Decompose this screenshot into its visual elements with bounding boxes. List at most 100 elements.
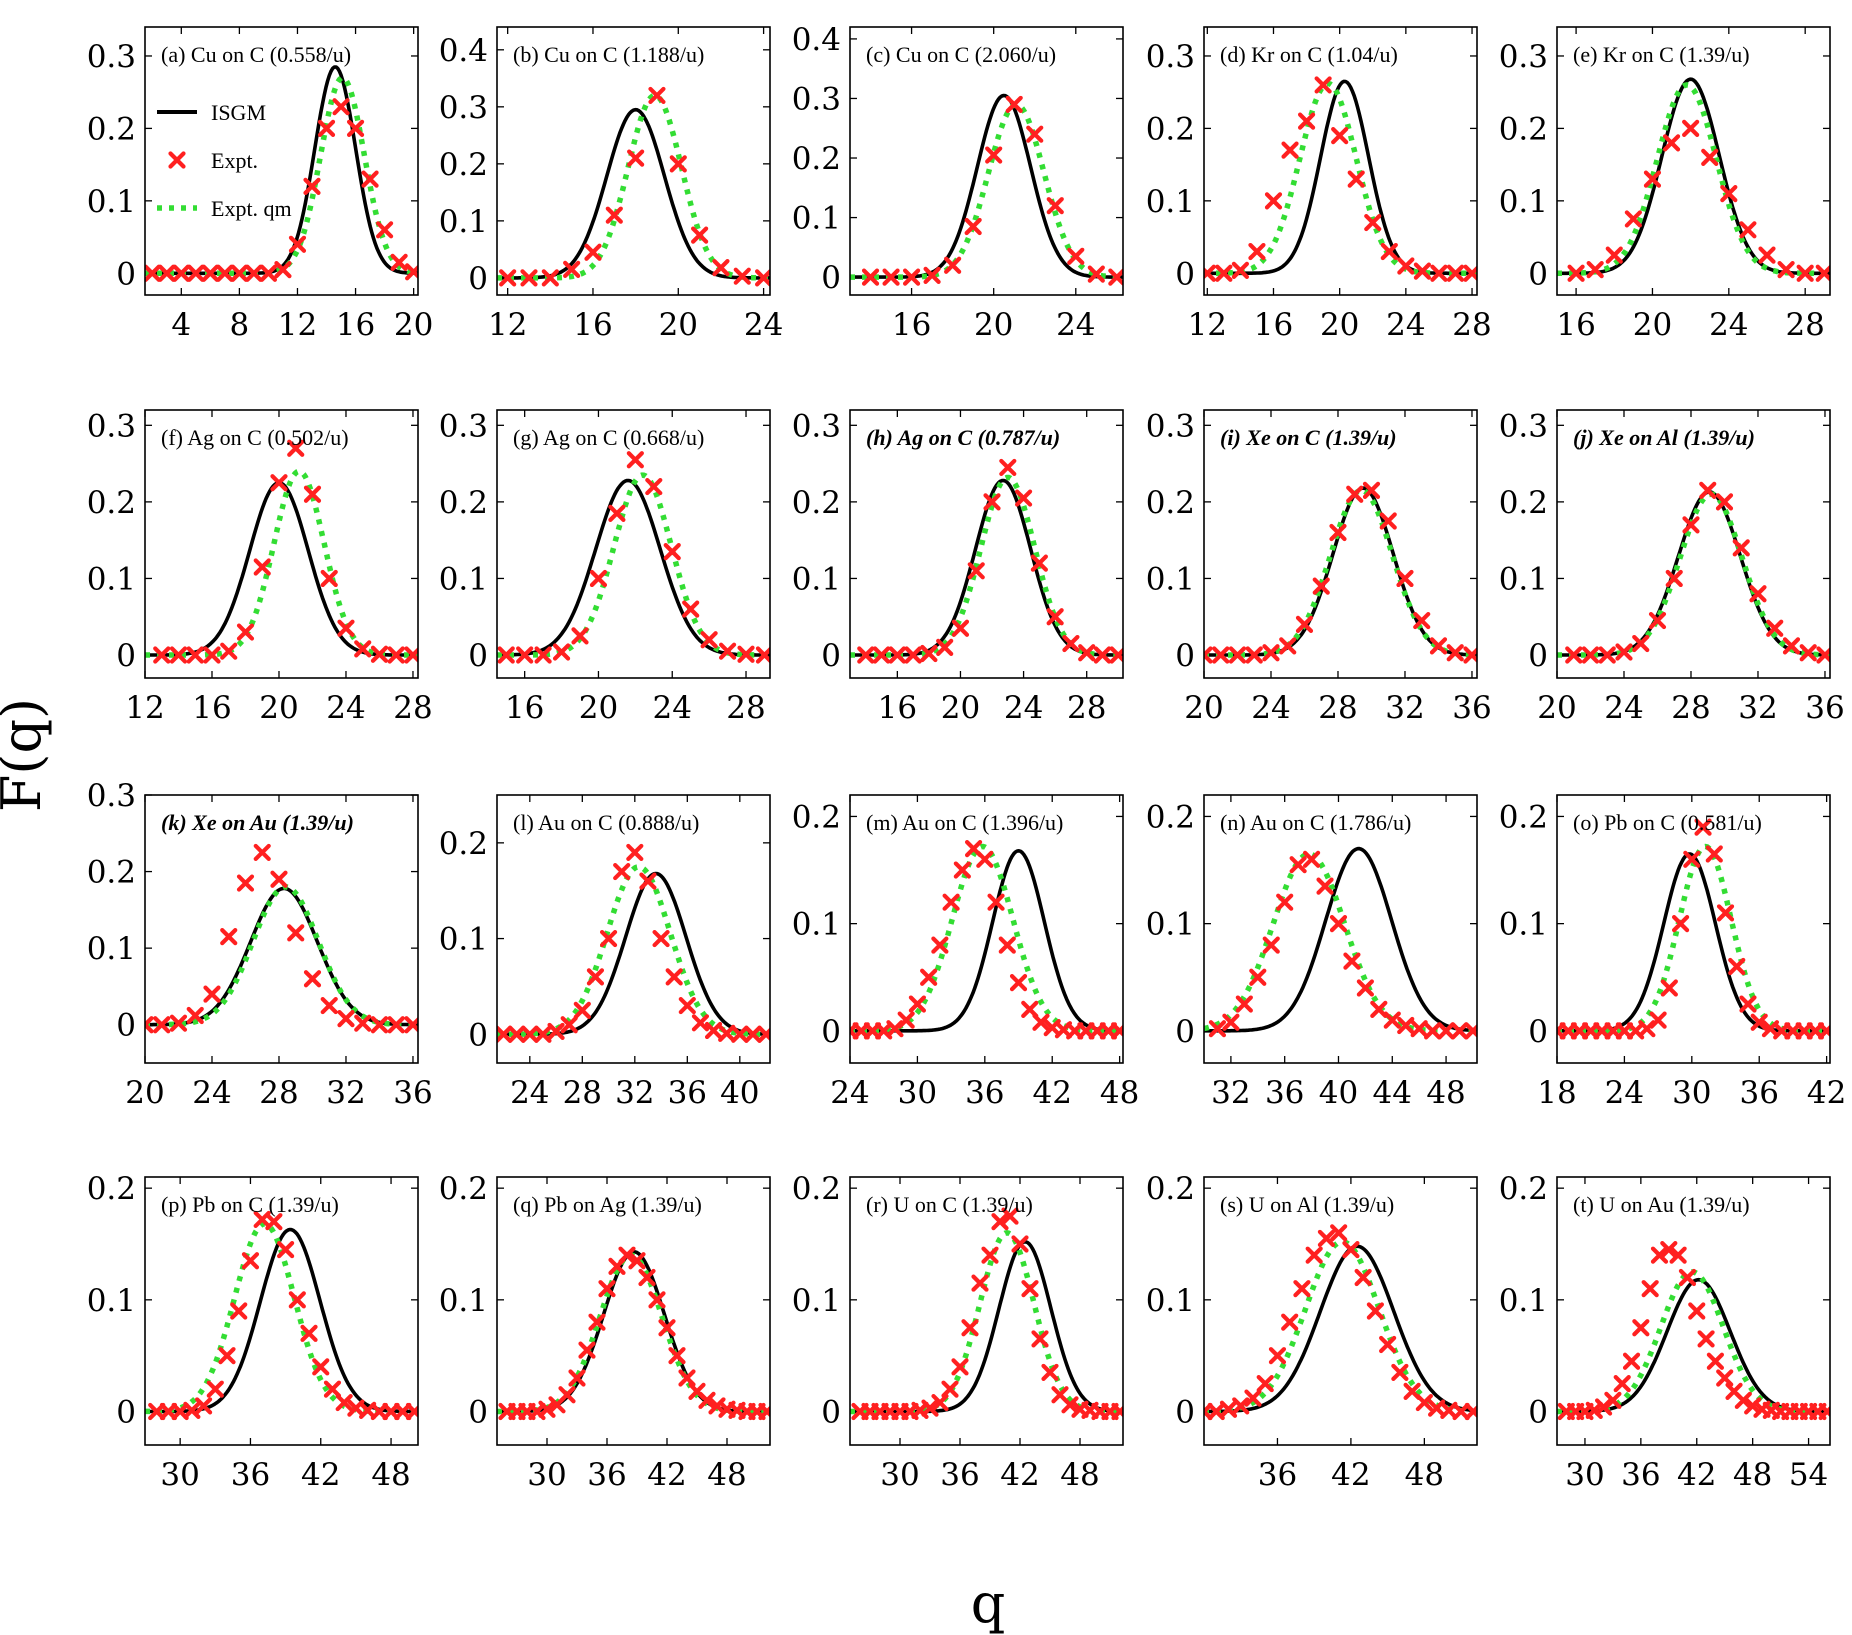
expt-point (983, 493, 1001, 511)
panel-title: (c) Cu on C (2.060/u) (866, 42, 1056, 67)
panel-frame (496, 1176, 771, 1446)
plot-area (1557, 481, 1830, 664)
expt-point (1329, 523, 1347, 542)
x-tick-label: 24 (192, 1075, 231, 1111)
expt-point (236, 623, 255, 641)
expt-point (1648, 611, 1667, 630)
expt-point (1397, 1016, 1415, 1035)
expt-point (1297, 112, 1316, 130)
panel-frame (496, 26, 771, 296)
legend: ISGM Expt. Expt. qm (157, 100, 292, 221)
expt-point (861, 268, 880, 286)
expt-point (1650, 1246, 1669, 1264)
expt-qm-curve (497, 864, 770, 1038)
expt-point (1622, 1352, 1641, 1370)
isgm-curve (850, 849, 1123, 1033)
expt-point (1815, 264, 1830, 282)
expt-point (1397, 257, 1415, 275)
expt-point (961, 1319, 979, 1337)
panel-frame (144, 26, 419, 296)
expt-point (1429, 637, 1448, 655)
expt-point (1413, 611, 1431, 630)
panel-s: 36 42 48 0 0.1 0.2 (s) U on Al (1.39/u) (1146, 1171, 1478, 1493)
x-tick-label: 30 (898, 1075, 937, 1111)
expt-point (1232, 1397, 1250, 1415)
y-tick-label: 0 (821, 260, 841, 296)
expt-point (1604, 1391, 1622, 1409)
y-tick-label: 0 (1175, 638, 1195, 674)
plot-area (850, 458, 1123, 664)
expt-point (1354, 1268, 1372, 1287)
y-tick-label: 0.1 (1499, 1283, 1548, 1319)
legend-expt-swatch (168, 151, 186, 169)
legend-entry: ISGM (211, 100, 266, 125)
panel-frame (1203, 409, 1478, 679)
y-tick-label: 0 (1175, 1395, 1195, 1431)
expt-point (520, 269, 538, 287)
expt-point (1697, 1330, 1715, 1348)
y-tick-label: 0.4 (439, 33, 488, 69)
expt-point (588, 1313, 606, 1331)
expt-point (1228, 646, 1247, 664)
x-tick-label: 16 (892, 307, 931, 343)
x-tick-label: 36 (1621, 1457, 1660, 1493)
y-tick-label: 0.1 (1146, 561, 1195, 597)
x-tick-label: 20 (1184, 690, 1223, 726)
expt-point (1716, 904, 1735, 922)
y-tick-label: 0.2 (87, 111, 136, 147)
x-tick-label: 42 (1677, 1457, 1716, 1493)
expt-point (668, 1347, 686, 1365)
expt-point (558, 1386, 576, 1404)
expt-point (1413, 262, 1431, 280)
plot-area (1204, 846, 1477, 1040)
plot-area (1204, 1224, 1477, 1421)
expt-point (382, 1402, 400, 1421)
plot-area (850, 1207, 1123, 1421)
x-tick-label: 30 (527, 1457, 566, 1493)
x-tick-label: 36 (1258, 1457, 1297, 1493)
expt-point (1342, 1240, 1360, 1259)
plot-area (1557, 1240, 1830, 1421)
panel-h: 16 20 24 28 0 0.1 0.2 0.3 (h) Ag on C (0.787/u) (792, 408, 1124, 726)
expt-point (1293, 1280, 1311, 1298)
expt-point (1347, 170, 1365, 188)
expt-point (1715, 493, 1734, 511)
expt-point (153, 1016, 171, 1034)
panel-p: 30 36 42 48 0 0.1 0.2 (p) Pb on C (1.39/u) (87, 1171, 419, 1493)
isgm-curve (1204, 79, 1477, 276)
expt-point (951, 619, 970, 637)
expt-point (1087, 265, 1105, 283)
panel-title: (h) Ag on C (0.787/u) (866, 425, 1060, 450)
y-tick-label: 0.3 (439, 408, 488, 444)
expt-point (648, 1291, 666, 1309)
expt-point (976, 850, 994, 868)
expt-point (652, 929, 670, 948)
y-tick-label: 0.2 (87, 1171, 136, 1207)
panel-frame (1556, 409, 1831, 679)
expt-point (931, 936, 949, 954)
y-tick-label: 0.3 (792, 81, 841, 117)
y-tick-label: 0.2 (439, 1171, 488, 1207)
expt-point (1706, 1352, 1724, 1370)
expt-point (169, 646, 188, 664)
expt-point (1061, 1396, 1079, 1414)
y-tick-label: 0.1 (1146, 184, 1195, 220)
panel-frame (1203, 26, 1478, 296)
x-tick-label: 16 (336, 307, 375, 343)
expt-point (936, 638, 954, 656)
expt-point (1276, 893, 1294, 911)
expt-point (1716, 1369, 1734, 1387)
y-tick-label: 0.1 (87, 1283, 136, 1319)
y-tick-label: 0.2 (87, 855, 136, 891)
expt-point (253, 843, 271, 862)
expt-point (370, 1402, 388, 1421)
panel-frame (496, 794, 771, 1064)
expt-qm-curve (1557, 1269, 1830, 1415)
expt-point (1021, 1280, 1039, 1298)
expt-point (1212, 646, 1230, 664)
expt-point (897, 1011, 915, 1029)
expt-point (1279, 637, 1297, 655)
x-tick-label: 42 (1807, 1075, 1846, 1111)
isgm-curve (1204, 846, 1477, 1033)
expt-point (568, 1369, 586, 1387)
